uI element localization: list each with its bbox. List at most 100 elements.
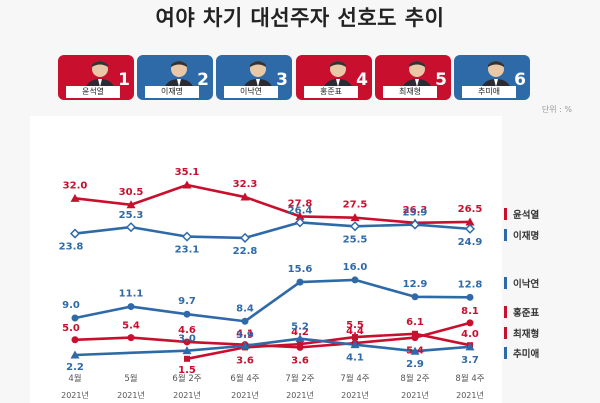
data-label: 32.3 <box>233 179 258 190</box>
data-label: 3.7 <box>461 355 479 366</box>
data-label: 5.2 <box>291 322 309 333</box>
unit-label: 단위 : % <box>541 105 572 114</box>
data-point <box>125 222 137 233</box>
data-point <box>409 219 421 230</box>
data-label: 32.0 <box>63 180 88 191</box>
legend-label: 홍준표 <box>513 307 539 319</box>
data-point <box>465 217 475 226</box>
data-point <box>294 217 306 228</box>
data-point <box>411 293 419 301</box>
data-label: 24.9 <box>458 237 483 248</box>
data-label: 30.5 <box>119 187 144 198</box>
series-line <box>73 278 472 323</box>
data-point <box>466 293 474 301</box>
legend-swatch <box>504 229 507 241</box>
data-point <box>295 211 305 220</box>
data-point <box>240 192 250 201</box>
candidate-name: 윤석열 <box>66 86 120 98</box>
data-label: 1.5 <box>178 365 196 376</box>
data-point <box>70 193 80 202</box>
data-point <box>412 330 418 337</box>
data-point <box>241 317 249 325</box>
x-tick-year: 2021년 <box>341 390 369 400</box>
legend-label: 최재형 <box>513 328 539 340</box>
data-label: 4.0 <box>461 329 479 340</box>
data-point <box>239 232 251 243</box>
data-label: 3.6 <box>291 355 309 366</box>
data-point <box>183 338 191 346</box>
data-label: 8.4 <box>236 303 254 314</box>
data-label: 5.5 <box>346 320 364 331</box>
series-line <box>73 221 472 240</box>
data-label: 12.8 <box>458 279 483 290</box>
x-tick-year: 2021년 <box>401 390 429 400</box>
x-tick-year: 2021년 <box>117 390 145 400</box>
data-label: 26.4 <box>288 205 313 216</box>
data-label: 26.3 <box>403 205 428 216</box>
data-label: 8.1 <box>461 306 479 317</box>
data-point <box>71 336 79 344</box>
data-label: 6.1 <box>406 317 424 328</box>
candidate-card: 3 이낙연 <box>216 55 292 100</box>
data-point <box>182 180 192 189</box>
data-label: 4.1 <box>236 329 254 340</box>
data-point <box>183 310 191 318</box>
legend-label: 이재명 <box>513 230 539 242</box>
legend-label: 윤석열 <box>513 209 539 221</box>
candidate-name: 이재명 <box>145 86 199 98</box>
data-point <box>71 314 79 322</box>
x-tick-label: 8월 4주 <box>455 373 484 384</box>
candidate-card: 4 홍준표 <box>296 55 372 100</box>
candidate-name: 홍준표 <box>304 86 358 98</box>
data-point <box>69 228 81 239</box>
x-tick-label: 7월 4주 <box>340 373 369 384</box>
x-tick-label: 8월 2주 <box>400 373 429 384</box>
data-label: 23.1 <box>175 245 200 256</box>
data-point <box>351 276 359 284</box>
rank-number: 3 <box>276 70 288 90</box>
candidate-card: 5 최재형 <box>375 55 451 100</box>
data-point <box>465 342 475 351</box>
data-point <box>296 278 304 286</box>
data-point <box>184 355 190 362</box>
data-point <box>295 334 305 343</box>
data-label: 35.1 <box>175 167 200 178</box>
candidate-name: 최재형 <box>383 86 437 98</box>
candidate-name: 추미애 <box>462 86 516 98</box>
rank-number: 4 <box>356 70 368 90</box>
candidate-card: 1 윤석열 <box>58 55 134 100</box>
candidate-name: 이낙연 <box>224 86 278 98</box>
data-point <box>127 334 135 342</box>
data-label: 25.9 <box>403 208 428 219</box>
legend-swatch <box>504 306 507 318</box>
data-label: 26.5 <box>458 204 483 215</box>
data-point <box>182 346 192 355</box>
legend-label: 이낙연 <box>513 278 539 290</box>
x-tick-year: 2021년 <box>61 390 89 400</box>
data-point <box>410 346 420 355</box>
series-line <box>73 183 472 225</box>
rank-number: 5 <box>435 70 447 90</box>
data-label: 4.6 <box>178 325 196 336</box>
x-tick-year: 2021년 <box>231 390 259 400</box>
x-tick-year: 2021년 <box>173 390 201 400</box>
data-label: 3.9 <box>236 330 254 341</box>
data-point <box>127 303 135 311</box>
x-tick-label: 6월 2주 <box>172 373 201 384</box>
data-label: 2.9 <box>406 359 424 370</box>
data-point <box>70 350 80 359</box>
x-tick-year: 2021년 <box>286 390 314 400</box>
data-label: 23.8 <box>59 242 84 253</box>
x-tick-label: 5월 <box>124 373 137 384</box>
data-label: 4.1 <box>346 353 364 364</box>
data-label: 25.5 <box>343 234 368 245</box>
data-point <box>181 231 193 242</box>
data-label: 5.0 <box>62 323 80 334</box>
data-label: 5.4 <box>122 321 140 332</box>
data-label: 2.2 <box>66 362 84 373</box>
data-label: 3.0 <box>178 334 196 345</box>
x-tick-year: 2021년 <box>456 390 484 400</box>
data-label: 3.6 <box>236 355 254 366</box>
data-label: 25.3 <box>119 210 144 221</box>
data-point <box>349 221 361 232</box>
